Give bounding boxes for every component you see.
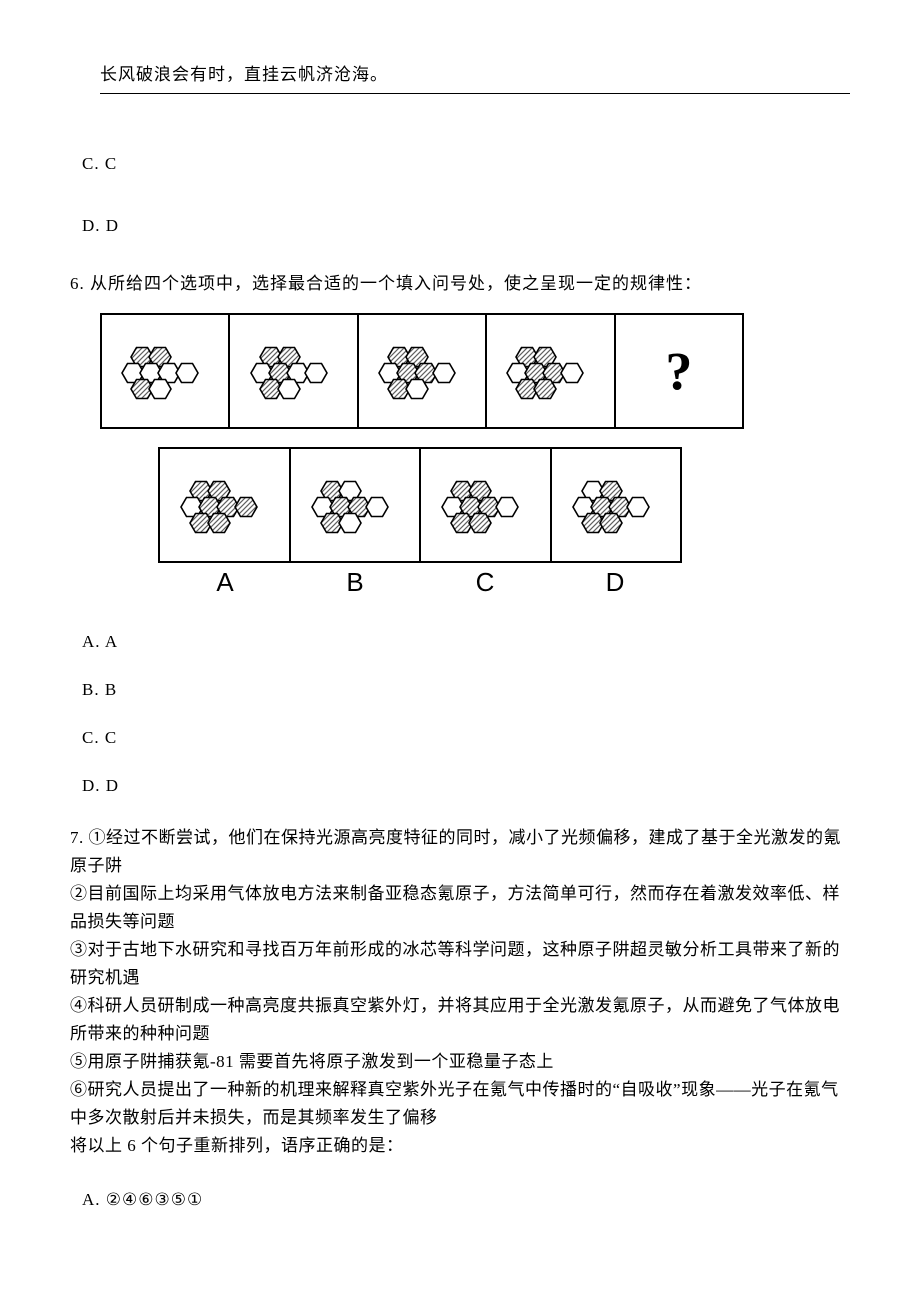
q6-cell-3 — [359, 315, 487, 427]
q6-option-a[interactable]: A. A — [82, 632, 850, 652]
q6-row2 — [158, 447, 682, 563]
q7-line-7: 将以上 6 个句子重新排列，语序正确的是： — [70, 1132, 850, 1160]
q6-stem: 6. 从所给四个选项中，选择最合适的一个填入问号处，使之呈现一定的规律性： — [70, 270, 850, 299]
q6-row1: ? — [100, 313, 744, 429]
q7-block: 7. ①经过不断尝试，他们在保持光源高亮度特征的同时，减小了光频偏移，建成了基于… — [70, 824, 850, 1161]
q6-choice-b-cell — [291, 449, 422, 561]
q7-option-a[interactable]: A. ②④⑥③⑤① — [82, 1190, 850, 1210]
q6-choice-a-cell — [160, 449, 291, 561]
q5-option-c[interactable]: C. C — [82, 154, 850, 174]
q6-figure: ? A B C D — [100, 313, 850, 598]
label-a: A — [160, 567, 290, 598]
q6-cell-1 — [102, 315, 230, 427]
q6-choice-c-cell — [421, 449, 552, 561]
label-b: B — [290, 567, 420, 598]
q6-option-b[interactable]: B. B — [82, 680, 850, 700]
q7-line-2: ②目前国际上均采用气体放电方法来制备亚稳态氪原子，方法简单可行，然而存在着激发效… — [70, 880, 850, 936]
label-c: C — [420, 567, 550, 598]
q7-line-1: 7. ①经过不断尝试，他们在保持光源高亮度特征的同时，减小了光频偏移，建成了基于… — [70, 824, 850, 880]
q6-choice-d-cell — [552, 449, 681, 561]
q7-line-6: ⑥研究人员提出了一种新的机理来解释真空紫外光子在氪气中传播时的“自吸收”现象——… — [70, 1076, 850, 1132]
q7-line-3: ③对于古地下水研究和寻找百万年前形成的冰芯等科学问题，这种原子阱超灵敏分析工具带… — [70, 936, 850, 992]
q6-option-d[interactable]: D. D — [82, 776, 850, 796]
q7-line-4: ④科研人员研制成一种高亮度共振真空紫外灯，并将其应用于全光激发氪原子，从而避免了… — [70, 992, 850, 1048]
q6-choice-labels: A B C D — [160, 567, 680, 598]
q6-cell-4 — [487, 315, 615, 427]
question-mark-icon: ? — [665, 340, 692, 402]
q6-cell-5: ? — [616, 315, 742, 427]
q6-option-c[interactable]: C. C — [82, 728, 850, 748]
q6-cell-2 — [230, 315, 358, 427]
q5-option-d[interactable]: D. D — [82, 216, 850, 236]
label-d: D — [550, 567, 680, 598]
header-quote: 长风破浪会有时，直挂云帆济沧海。 — [100, 60, 850, 94]
q7-line-5: ⑤用原子阱捕获氪-81 需要首先将原子激发到一个亚稳量子态上 — [70, 1048, 850, 1076]
